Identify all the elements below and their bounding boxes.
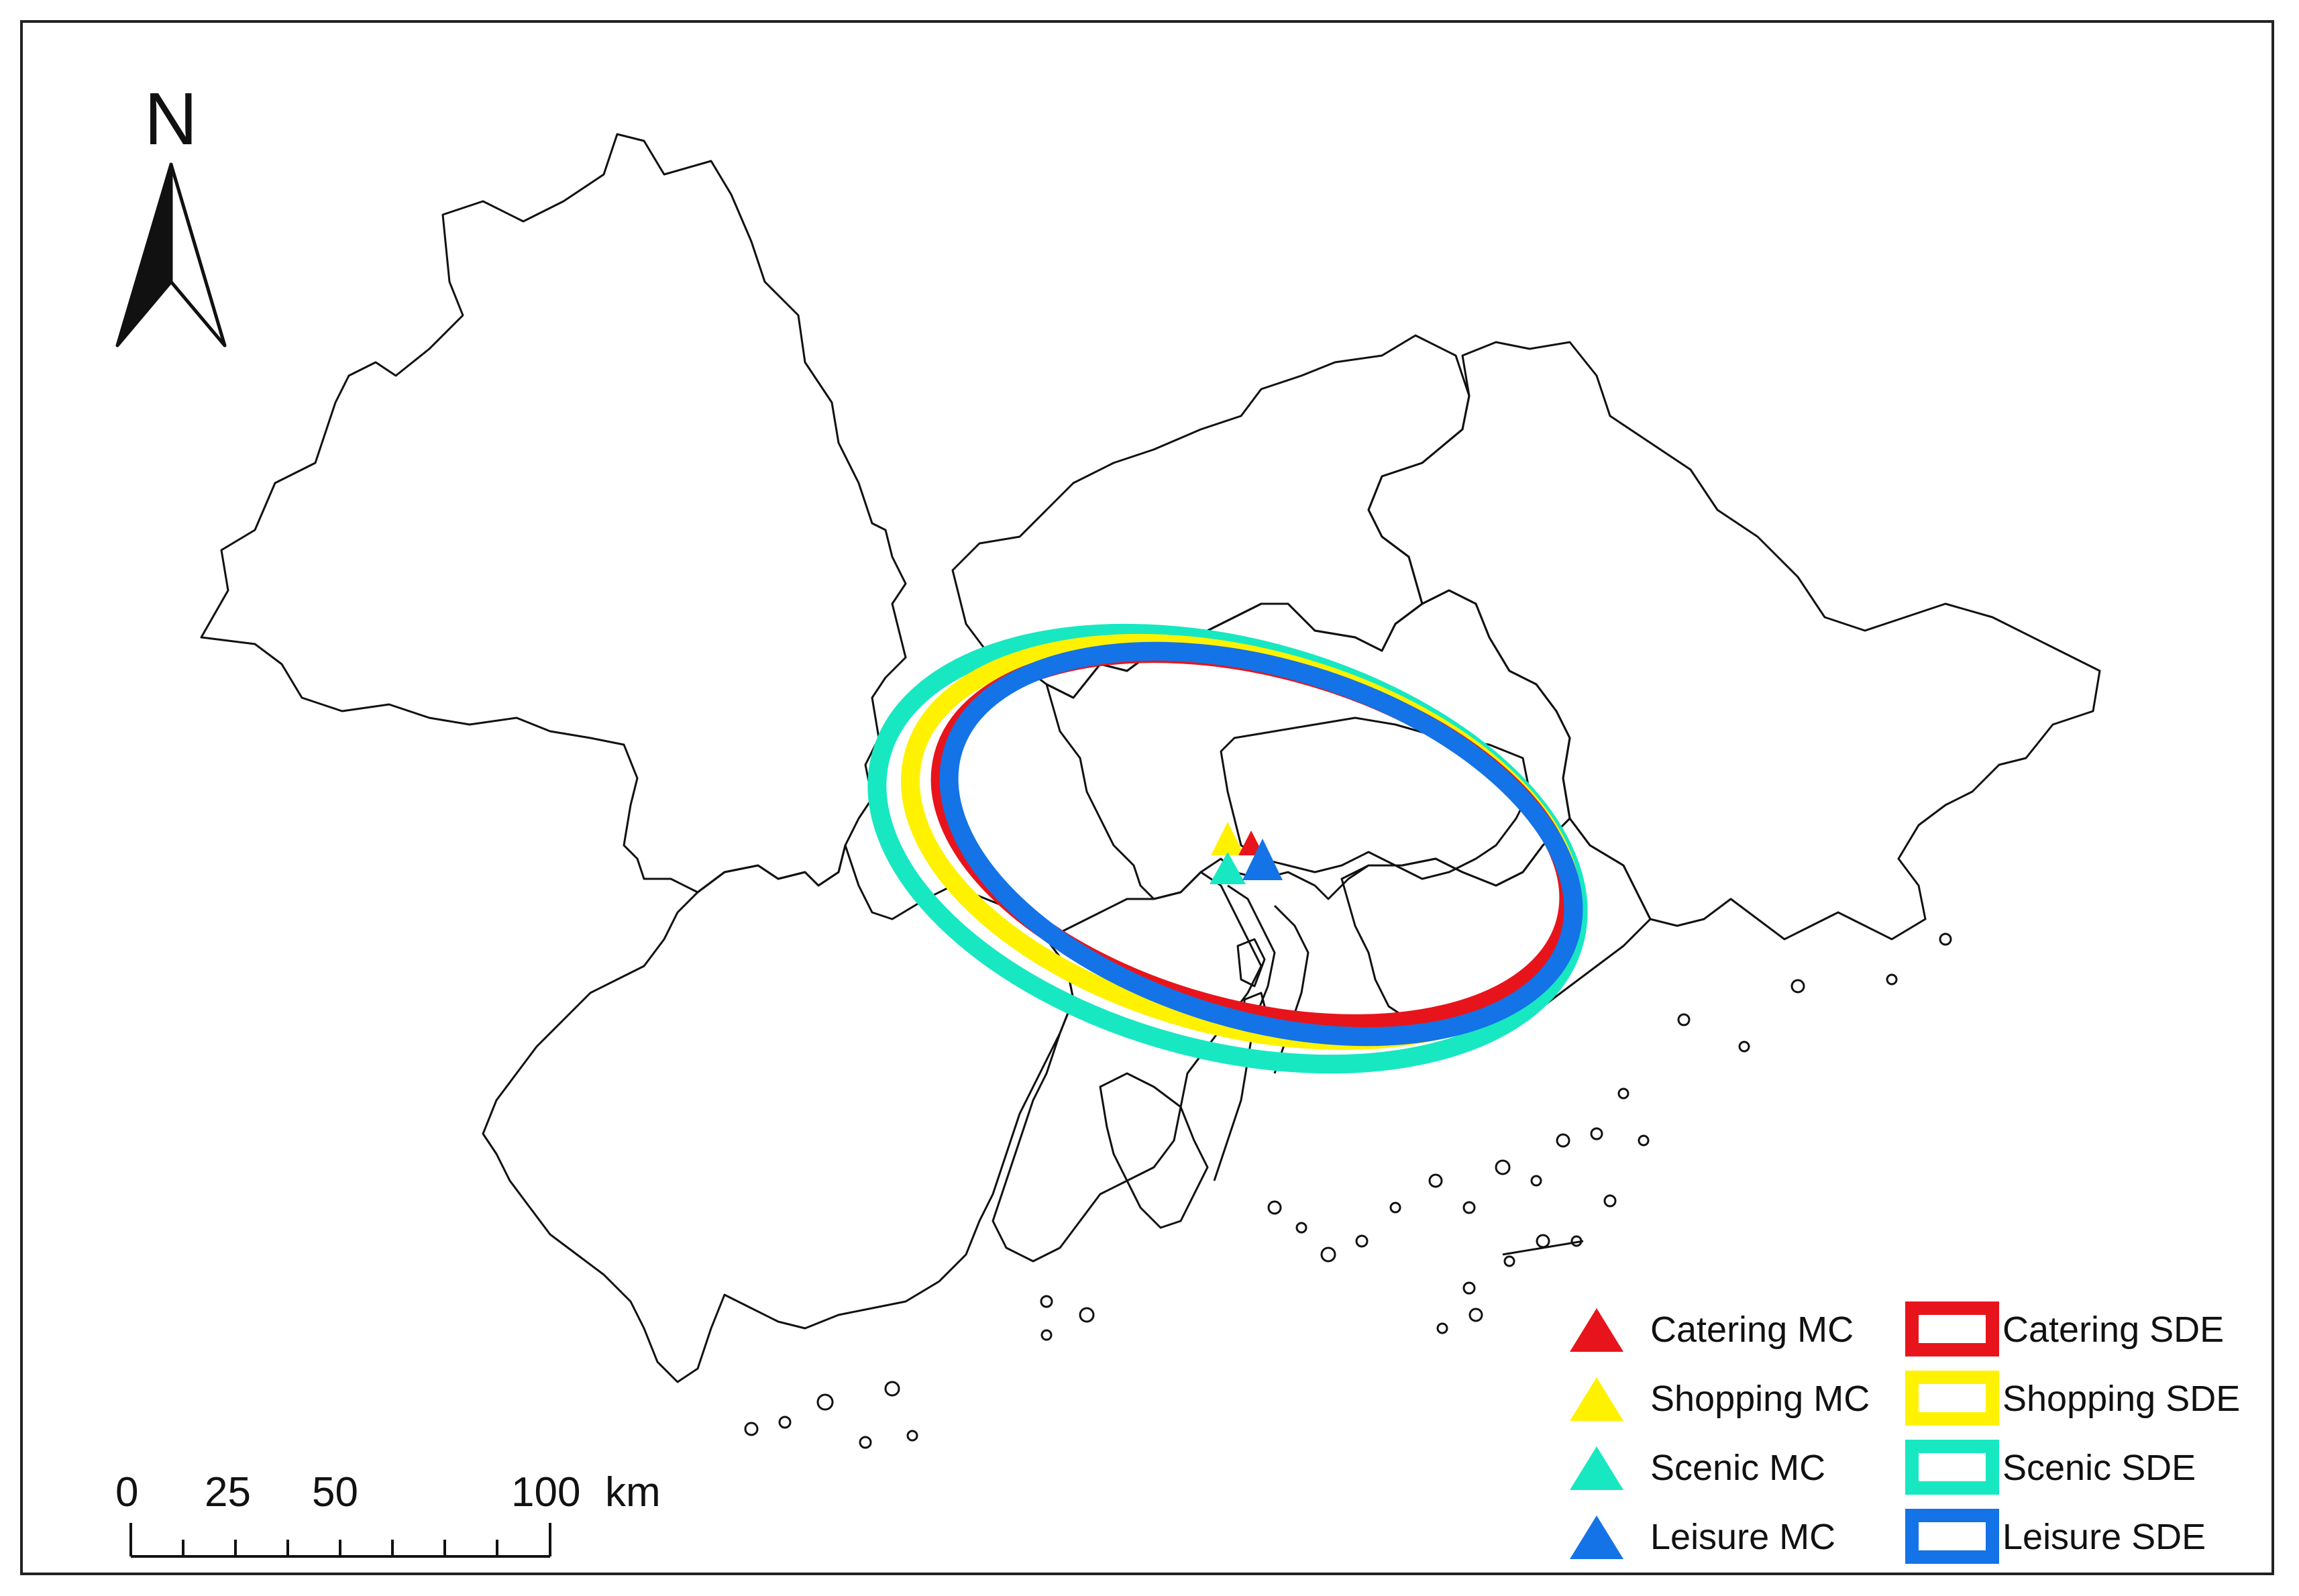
island bbox=[1495, 1159, 1511, 1175]
island bbox=[744, 1422, 759, 1436]
scale-ticks bbox=[129, 1523, 551, 1556]
island bbox=[1939, 933, 1952, 946]
river-island bbox=[1236, 938, 1266, 988]
island bbox=[1790, 979, 1805, 994]
island bbox=[1536, 1234, 1550, 1248]
legend-catering-sde-label: Catering SDE bbox=[2002, 1310, 2224, 1350]
island bbox=[859, 1436, 872, 1449]
legend-catering-mc-symbol bbox=[1570, 1308, 1623, 1352]
legend-scenic-sde-symbol bbox=[1905, 1440, 1999, 1495]
island bbox=[778, 1416, 792, 1429]
island bbox=[1436, 1322, 1448, 1334]
scale-unit: km bbox=[605, 1469, 661, 1515]
scale-tick-label-0: 0 bbox=[115, 1469, 138, 1515]
island bbox=[1556, 1133, 1570, 1148]
scale-tick-label-50: 50 bbox=[312, 1469, 358, 1515]
island bbox=[1040, 1295, 1053, 1308]
island bbox=[1079, 1307, 1095, 1323]
legend-shopping-mc-label: Shopping MC bbox=[1650, 1379, 1870, 1419]
region-peninsula bbox=[1099, 1072, 1209, 1229]
island bbox=[1428, 1173, 1443, 1188]
shopping-mc-marker bbox=[1211, 822, 1244, 855]
island bbox=[1355, 1234, 1369, 1248]
region-southeast-coast bbox=[1340, 817, 1652, 1034]
island bbox=[1320, 1246, 1336, 1263]
north-arrow-right bbox=[169, 162, 227, 348]
leisure-mc-marker bbox=[1242, 839, 1283, 880]
island bbox=[816, 1393, 834, 1411]
region-northwest bbox=[200, 133, 907, 894]
legend-scenic-mc-symbol bbox=[1570, 1446, 1623, 1490]
region-south-central bbox=[992, 871, 1263, 1263]
island bbox=[1468, 1308, 1483, 1322]
legend-shopping-mc-symbol bbox=[1570, 1377, 1623, 1421]
region-west bbox=[482, 844, 1075, 1383]
mean-centers bbox=[1210, 822, 1283, 884]
island bbox=[1677, 1013, 1691, 1026]
scale-bar: 0 25 50 100 km bbox=[115, 1469, 661, 1558]
island bbox=[906, 1430, 918, 1442]
scenic-mc-marker bbox=[1210, 852, 1246, 884]
legend-catering-sde-symbol bbox=[1905, 1301, 1999, 1356]
island bbox=[1530, 1175, 1542, 1187]
island bbox=[1603, 1194, 1617, 1208]
legend-leisure-sde-label: Leisure SDE bbox=[2002, 1517, 2206, 1557]
island bbox=[884, 1381, 900, 1397]
legend-leisure-mc-label: Leisure MC bbox=[1650, 1517, 1835, 1557]
island bbox=[1738, 1041, 1750, 1053]
north-arrow-left bbox=[115, 162, 173, 348]
region-northeast bbox=[1367, 341, 2101, 941]
island bbox=[1638, 1134, 1650, 1147]
legend-shopping-sde-label: Shopping SDE bbox=[2002, 1379, 2240, 1419]
island bbox=[1295, 1222, 1307, 1234]
legend-leisure-mc-symbol bbox=[1570, 1515, 1623, 1559]
city-boundaries bbox=[200, 133, 2101, 1383]
island bbox=[1617, 1087, 1629, 1100]
scale-tick-label-25: 25 bbox=[205, 1469, 251, 1515]
island bbox=[1886, 973, 1898, 986]
sde-ellipses bbox=[867, 623, 1588, 1074]
leisure-sde-ellipse bbox=[939, 641, 1583, 1047]
island bbox=[1040, 1329, 1053, 1341]
island bbox=[1590, 1127, 1603, 1140]
legend-catering-mc-label: Catering MC bbox=[1650, 1310, 1854, 1350]
legend: Catering MC Shopping MC Scenic MC Leisur… bbox=[1570, 1301, 2240, 1564]
island bbox=[1267, 1200, 1282, 1215]
scale-tick-label-100: 100 bbox=[511, 1469, 580, 1515]
island bbox=[1462, 1201, 1476, 1214]
island bbox=[1389, 1202, 1401, 1214]
legend-shopping-sde-symbol bbox=[1905, 1371, 1999, 1426]
island-long bbox=[1502, 1240, 1584, 1256]
legend-leisure-sde-symbol bbox=[1905, 1509, 1999, 1564]
north-arrow: N bbox=[115, 78, 227, 348]
island bbox=[1462, 1281, 1476, 1295]
map-frame bbox=[20, 20, 2274, 1575]
island bbox=[1503, 1255, 1515, 1267]
north-label: N bbox=[144, 78, 197, 160]
legend-scenic-mc-label: Scenic MC bbox=[1650, 1448, 1825, 1488]
coastal-islands bbox=[744, 933, 1952, 1449]
river-channel-1 bbox=[1213, 884, 1276, 1181]
legend-scenic-sde-label: Scenic SDE bbox=[2002, 1448, 2196, 1488]
